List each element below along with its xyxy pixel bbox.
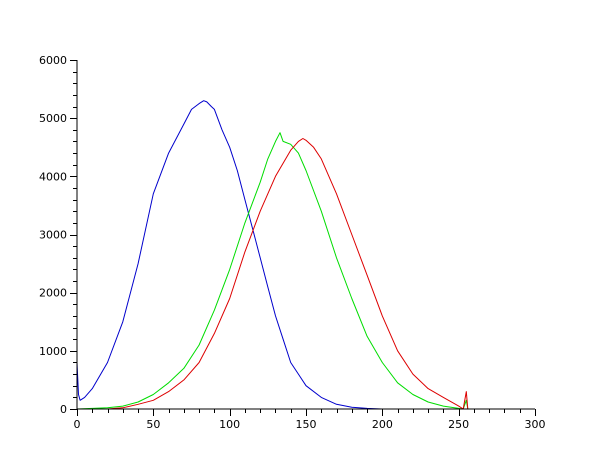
- series-line-2: [76, 132, 471, 410]
- x-tick-label: 50: [146, 418, 160, 431]
- x-tick-label: 100: [219, 418, 240, 431]
- x-tick-label: 200: [372, 418, 393, 431]
- y-tick-label: 4000: [39, 170, 67, 183]
- axes-layer: 0 50 100 150 200 250 3000100020003000400050006…: [39, 54, 546, 431]
- x-tick-label: 150: [296, 418, 317, 431]
- y-tick-label: 3000: [39, 229, 67, 242]
- x-tick-label: 0: [74, 418, 81, 431]
- x-tick-label: 250: [448, 418, 469, 431]
- x-tick-label: 300: [525, 418, 546, 431]
- y-tick-label: 2000: [39, 287, 67, 300]
- y-tick-label: 6000: [39, 54, 67, 67]
- y-tick-label: 0: [60, 403, 67, 416]
- series-layer: [76, 100, 471, 410]
- y-tick-label: 5000: [39, 112, 67, 125]
- series-line-3: [77, 138, 471, 410]
- series-line-1: [76, 100, 467, 410]
- y-tick-label: 1000: [39, 345, 67, 358]
